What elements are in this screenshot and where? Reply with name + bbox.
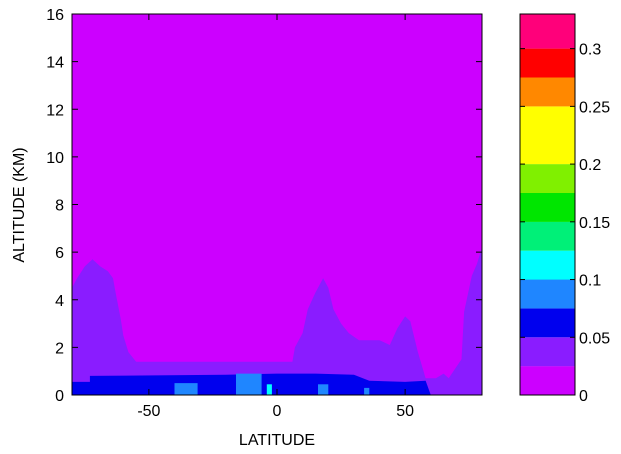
y-tick-label: 4 (55, 293, 64, 310)
y-axis: 0 2 4 6 8 10 12 14 16 (46, 7, 482, 405)
x-axis-title: LATITUDE (239, 432, 315, 449)
contour-region-blue-patch-north (318, 384, 329, 395)
colorbar-swatch (520, 279, 575, 309)
colorbar-swatch (520, 193, 575, 222)
contour-region-blue-patch-north-2 (364, 387, 370, 395)
colorbar-tick-label: 0.2 (579, 157, 601, 174)
contour-region-blue-patch-equator (236, 373, 262, 395)
colorbar-swatch (520, 106, 575, 165)
colorbar-swatch (520, 250, 575, 280)
colorbar-swatch (520, 337, 575, 367)
colorbar-swatch (520, 308, 575, 338)
contour-region-cyan-spot (266, 384, 272, 395)
colorbar-tick-label: 0 (579, 388, 588, 405)
colorbar-tick-label: 0.1 (579, 273, 601, 290)
y-tick-label: 6 (55, 245, 64, 262)
y-tick-label: 14 (46, 55, 64, 72)
colorbar-tick-label: 0.25 (579, 99, 610, 116)
colorbar-swatch (520, 366, 575, 395)
y-tick-label: 2 (55, 340, 64, 357)
y-tick-label: 16 (46, 7, 64, 24)
x-tick-label: 0 (273, 403, 282, 420)
plot-area (72, 14, 482, 395)
colorbar-swatch (520, 14, 575, 49)
x-tick-label: -50 (137, 403, 160, 420)
colorbar-swatch (520, 221, 575, 251)
contour-region-blue-patch-south (174, 383, 198, 395)
colorbar-swatch (520, 48, 575, 78)
colorbar-frame (519, 13, 576, 396)
y-tick-label: 0 (55, 388, 64, 405)
colorbar-swatch (520, 164, 575, 193)
contour-region-southern-lobe (72, 247, 482, 395)
colorbar-tick-label: 0.05 (579, 330, 610, 347)
x-axis: -50 0 50 (137, 14, 414, 420)
colorbar-tick-label: 0.15 (579, 215, 610, 232)
x-tick-label: 50 (396, 403, 414, 420)
y-tick-label: 12 (46, 102, 64, 119)
y-tick-label: 10 (46, 150, 64, 167)
y-axis-title: ALTITUDE (KM) (11, 147, 28, 262)
colorbar: 0 0.05 0.1 0.15 0.2 0.25 0.3 (519, 13, 610, 405)
contour-region-background (72, 14, 482, 395)
colorbar-swatch (520, 77, 575, 107)
y-tick-label: 8 (55, 198, 64, 215)
colorbar-tick-label: 0.3 (579, 42, 601, 59)
